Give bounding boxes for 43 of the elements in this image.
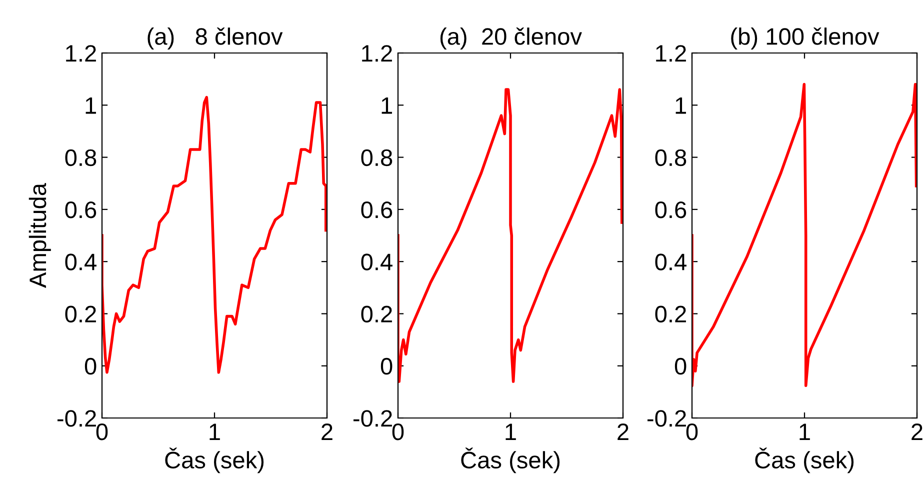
x-tick-label: 1: [210, 424, 220, 440]
y-tick-label: 0.6: [655, 201, 686, 218]
y-tick-label: 1: [382, 97, 392, 114]
y-tick-label: -0.2: [648, 410, 686, 427]
y-tick-label: 0.4: [655, 254, 686, 270]
chart-title: (a) 8 členov: [148, 27, 283, 50]
x-tick-label: 1: [800, 424, 810, 440]
y-tick-label: 0: [84, 358, 96, 375]
y-tick-label: 1.2: [362, 45, 392, 62]
x-axis-title: Čas (sek): [165, 448, 264, 474]
y-tick-label: 1: [676, 97, 686, 114]
y-tick-label: 1.2: [66, 45, 96, 62]
y-tick-label: 0.2: [65, 306, 96, 322]
y-tick-label: 0.2: [361, 306, 392, 322]
line-series: [398, 88, 623, 383]
line-series: [102, 96, 327, 374]
chart-title: (a) 20 členov: [440, 27, 582, 50]
y-tick-label: 0.4: [65, 254, 96, 270]
y-tick-label: 0.8: [361, 149, 392, 166]
y-tick-label: 0: [674, 358, 686, 375]
y-tick-label: -0.2: [354, 410, 392, 427]
y-tick-label: 1.2: [656, 45, 686, 62]
x-tick-label: 0: [392, 423, 404, 440]
line-series: [692, 82, 917, 388]
y-axis-title: Amplituda: [28, 183, 51, 288]
y-tick-label: 0.2: [655, 306, 686, 322]
y-tick-label: -0.2: [58, 410, 96, 427]
y-tick-label: 0.8: [65, 149, 96, 166]
y-tick-label: 1: [86, 97, 96, 114]
x-tick-label: 2: [322, 423, 332, 440]
y-tick-label: 0.6: [361, 201, 392, 218]
chart-title: (b) 100 členov: [731, 27, 880, 50]
y-tick-label: 0.6: [65, 201, 96, 218]
y-tick-label: 0: [380, 358, 392, 375]
y-tick-label: 0.4: [361, 254, 392, 270]
x-tick-label: 2: [912, 423, 922, 440]
x-tick-label: 0: [96, 423, 108, 440]
x-tick-label: 1: [506, 424, 516, 440]
x-tick-label: 0: [686, 423, 698, 440]
x-tick-label: 2: [618, 423, 628, 440]
x-axis-title: Čas (sek): [755, 448, 854, 474]
x-axis-title: Čas (sek): [461, 448, 560, 474]
y-tick-label: 0.8: [655, 149, 686, 166]
